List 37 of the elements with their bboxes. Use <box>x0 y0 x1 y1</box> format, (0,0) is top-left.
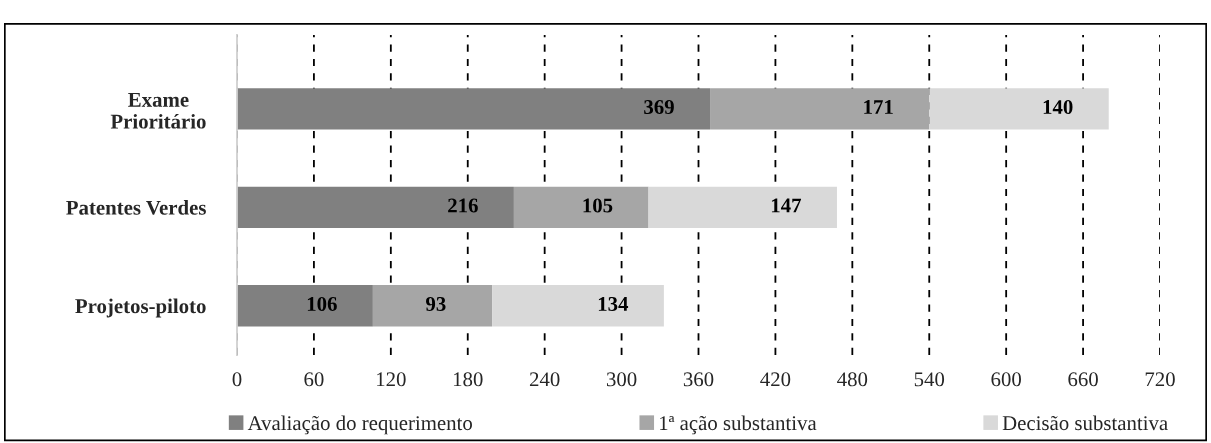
x-tick-label: 60 <box>304 372 324 387</box>
bar <box>372 285 493 327</box>
x-tick-label: 300 <box>606 372 637 387</box>
legend-label: Decisão substantiva <box>1002 415 1168 431</box>
data-label: 140 <box>1043 100 1073 115</box>
data-label: 134 <box>598 296 629 311</box>
data-label: 105 <box>583 198 613 213</box>
x-tick-label: 540 <box>914 372 945 387</box>
bar <box>492 285 664 327</box>
x-tick-label: 420 <box>760 372 791 387</box>
data-label: 216 <box>448 198 478 213</box>
bar <box>237 186 514 228</box>
x-tick-label: 240 <box>529 372 560 387</box>
x-tick-label: 480 <box>837 372 868 387</box>
y-tick-label: Projetos-piloto <box>75 298 206 318</box>
legend-label: Avaliação do requerimento <box>247 415 472 435</box>
data-label: 147 <box>771 198 802 213</box>
x-tick-label: 600 <box>991 372 1021 387</box>
data-label: 106 <box>307 296 337 311</box>
x-tick-label: 120 <box>377 372 406 387</box>
x-tick-label: 0 <box>232 372 242 387</box>
bar <box>513 186 649 228</box>
legend-label: 1ª ação substantiva <box>660 415 817 435</box>
y-tick-label: Patentes Verdes <box>66 200 206 215</box>
data-label: 171 <box>864 100 893 114</box>
bar <box>237 88 711 130</box>
x-tick-label: 660 <box>1068 372 1098 387</box>
bar <box>929 88 1109 130</box>
data-label: 369 <box>644 100 674 115</box>
bar <box>237 285 373 327</box>
x-tick-label: 360 <box>683 372 714 387</box>
y-tick-label: Exame Prioritário <box>110 92 206 129</box>
data-label: 93 <box>426 296 446 311</box>
x-tick-label: 720 <box>1145 372 1175 387</box>
x-tick-label: 180 <box>453 372 483 387</box>
bar <box>648 186 837 228</box>
bar <box>710 88 930 130</box>
